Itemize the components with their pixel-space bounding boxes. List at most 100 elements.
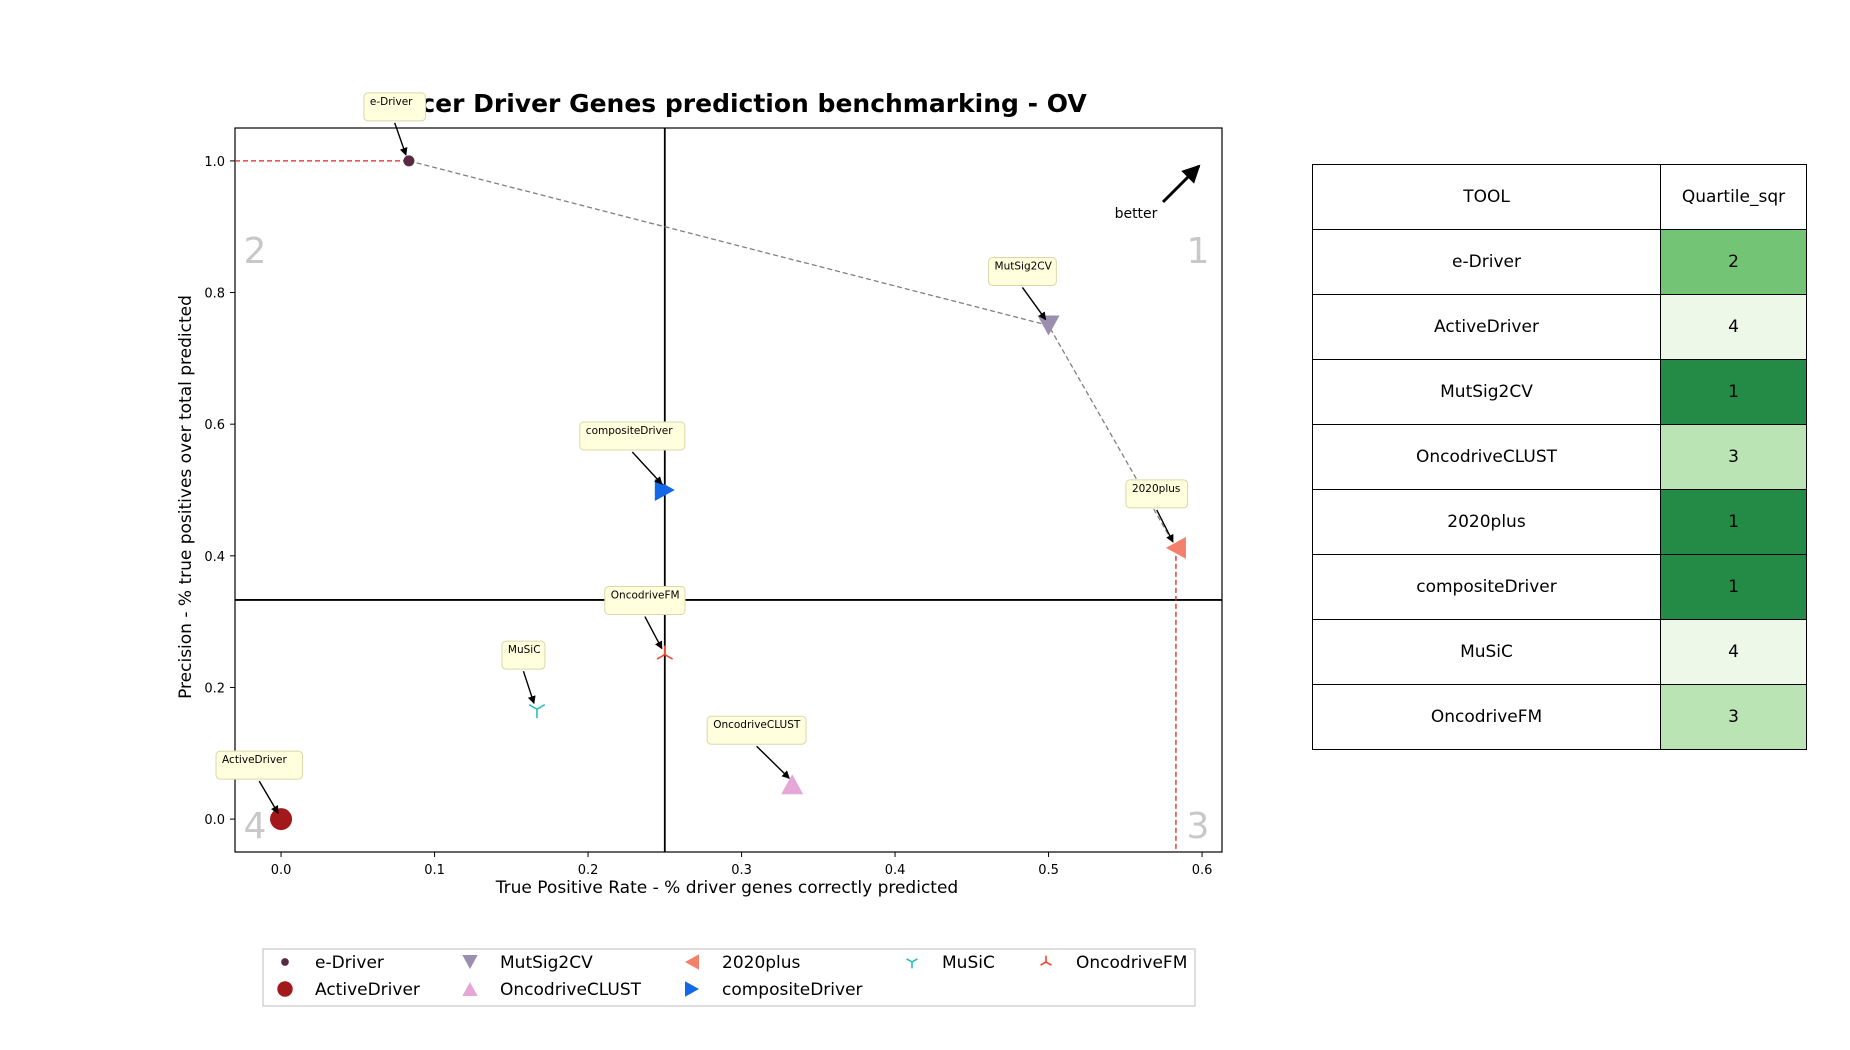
y-tick-label: 0.4 — [204, 550, 225, 565]
table-row: MuSiC 4 — [1312, 619, 1807, 685]
tool-name-cell: OncodriveCLUST — [1312, 424, 1661, 490]
table-row: e-Driver 2 — [1312, 229, 1807, 295]
annotation-box — [363, 92, 427, 122]
legend-marker-oncodriveclust — [462, 982, 478, 996]
x-tick-label: 0.1 — [424, 863, 445, 878]
quartile-cell: 3 — [1660, 684, 1807, 750]
annotation-arrow — [1156, 509, 1174, 543]
y-tick-label: 0.8 — [204, 287, 225, 302]
quartile-cell: 4 — [1660, 294, 1807, 360]
header-tool: TOOL — [1312, 164, 1661, 230]
legend: e-Driver ActiveDriver MutSig2CV OncodriveCL… — [262, 948, 1196, 1007]
annotation-text: compositeDriver — [586, 425, 673, 437]
table-row: OncodriveCLUST 3 — [1312, 424, 1807, 490]
point-oncodrivefm — [656, 645, 673, 660]
y-tick-label: 0.0 — [204, 813, 225, 828]
tool-name-cell: e-Driver — [1312, 229, 1661, 295]
quartile-cell: 1 — [1660, 489, 1807, 555]
annotation-arrow — [522, 670, 536, 705]
quadrant-label-4: 4 — [244, 806, 267, 847]
annotation-box — [604, 586, 686, 616]
annotation-text: e-Driver — [370, 96, 413, 108]
annotation-arrow — [258, 780, 279, 814]
legend-label: compositeDriver — [722, 980, 863, 1000]
table-row: OncodriveFM 3 — [1312, 684, 1807, 750]
header-quartile: Quartile_sqr — [1660, 164, 1807, 230]
tool-name-cell: ActiveDriver — [1312, 294, 1661, 360]
y-tick-label: 0.2 — [204, 681, 225, 696]
tool-name-cell: 2020plus — [1312, 489, 1661, 555]
legend-marker-music — [906, 958, 918, 969]
point-music — [528, 703, 546, 719]
annotation-text: 2020plus — [1132, 483, 1180, 495]
quartile-cell: 4 — [1660, 619, 1807, 685]
legend-marker-mutsig2cv — [462, 955, 478, 969]
quartile-cell: 1 — [1660, 359, 1807, 425]
point-activedriver — [270, 808, 293, 831]
legend-label: MutSig2CV — [500, 953, 593, 973]
legend-marker-2020plus — [685, 954, 699, 970]
y-tick-label: 1.0 — [204, 155, 225, 170]
annotation-box — [706, 715, 807, 745]
quadrant-label-1: 1 — [1187, 231, 1210, 272]
quadrant-label-3: 3 — [1187, 806, 1210, 847]
annotation-box — [579, 421, 686, 451]
x-axis-label: True Positive Rate - % driver genes corr… — [495, 878, 958, 898]
better-arrow — [1161, 164, 1201, 204]
annotation-text: OncodriveFM — [611, 590, 680, 602]
tool-name-cell: MutSig2CV — [1312, 359, 1661, 425]
legend-label: MuSiC — [942, 953, 995, 973]
legend-marker-compositedriver — [685, 981, 699, 997]
legend-marker-activedriver — [277, 981, 293, 997]
annotation-box — [501, 640, 546, 670]
annotation-arrow — [644, 616, 663, 650]
tool-name-cell: compositeDriver — [1312, 554, 1661, 620]
legend-label: ActiveDriver — [315, 980, 420, 1000]
annotation-arrow — [1021, 287, 1047, 321]
x-tick-label: 0.4 — [885, 863, 906, 878]
legend-marker-oncodrivefm — [1040, 955, 1052, 966]
annotation-text: ActiveDriver — [222, 754, 287, 766]
chart-title: Cancer Driver Genes prediction benchmark… — [367, 89, 1087, 118]
point-mutsig2cv — [1037, 315, 1060, 336]
table-row: ActiveDriver 4 — [1312, 294, 1807, 360]
x-tick-label: 0.2 — [578, 863, 599, 878]
point-e-driver — [403, 155, 415, 167]
quartile-cell: 3 — [1660, 424, 1807, 490]
point-2020plus — [1165, 536, 1186, 559]
annotation-box — [988, 256, 1057, 286]
table-row: compositeDriver 1 — [1312, 554, 1807, 620]
annotation-box — [215, 750, 303, 780]
y-tick-label: 0.6 — [204, 418, 225, 433]
annotation-text: MutSig2CV — [995, 260, 1053, 272]
annotation-box — [1125, 479, 1189, 509]
annotation-arrow — [394, 122, 408, 156]
table-row: MutSig2CV 1 — [1312, 359, 1807, 425]
quadrant-label-2: 2 — [244, 231, 267, 272]
y-axis-label: Precision - % true positives over total … — [176, 295, 196, 699]
x-tick-label: 0.5 — [1038, 863, 1059, 878]
quartile-cell: 1 — [1660, 554, 1807, 620]
table-row: 2020plus 1 — [1312, 489, 1807, 555]
quartile-table-container: TOOL Quartile_sqr e-Driver 2 ActiveDriver 4… — [1312, 164, 1807, 750]
annotation-text: OncodriveCLUST — [713, 719, 801, 731]
point-oncodriveclust — [781, 774, 804, 795]
legend-marker-e-driver — [281, 958, 289, 966]
legend-label: OncodriveCLUST — [500, 980, 642, 1000]
legend-label: 2020plus — [722, 953, 801, 973]
legend-frame — [262, 948, 1196, 1007]
x-tick-label: 0.0 — [271, 863, 292, 878]
legend-label: e-Driver — [315, 953, 384, 973]
quartile-table: TOOL Quartile_sqr e-Driver 2 ActiveDriver 4… — [1312, 164, 1807, 750]
table-header-row: TOOL Quartile_sqr — [1312, 164, 1807, 230]
x-tick-label: 0.3 — [731, 863, 752, 878]
better-label: better — [1115, 206, 1158, 222]
x-tick-label: 0.6 — [1192, 863, 1213, 878]
annotation-arrow — [756, 745, 790, 779]
legend-label: OncodriveFM — [1076, 953, 1187, 973]
tool-name-cell: MuSiC — [1312, 619, 1661, 685]
annotation-text: MuSiC — [508, 644, 541, 656]
tool-name-cell: OncodriveFM — [1312, 684, 1661, 750]
pareto-front-line — [408, 160, 1177, 549]
